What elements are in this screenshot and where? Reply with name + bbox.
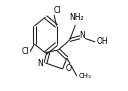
Text: CH₃: CH₃: [79, 73, 91, 79]
Text: OH: OH: [97, 37, 109, 47]
Text: N: N: [37, 59, 43, 68]
Text: Cl: Cl: [53, 6, 61, 15]
Text: Cl: Cl: [22, 48, 30, 57]
Text: O: O: [65, 64, 71, 73]
Text: N: N: [80, 31, 85, 40]
Text: NH₂: NH₂: [70, 13, 84, 22]
